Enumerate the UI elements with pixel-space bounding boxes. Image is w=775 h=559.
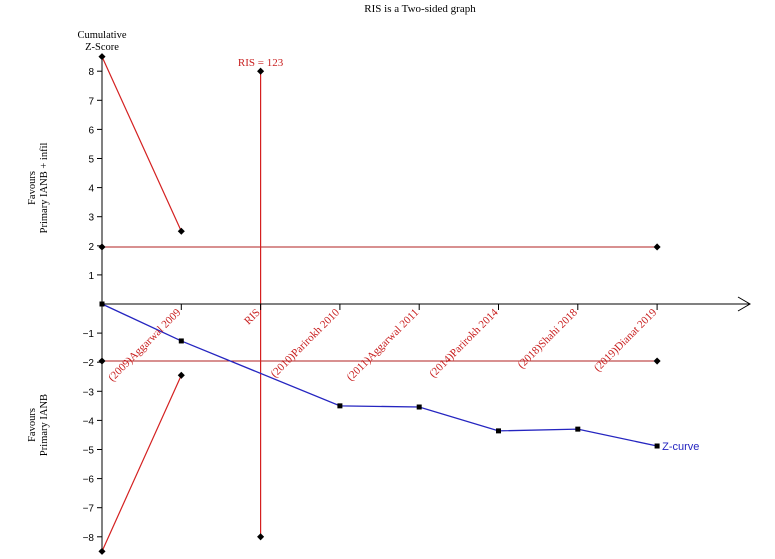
lower-side-label-line-2: Primary IANB <box>39 394 50 456</box>
boundary-marker <box>177 371 185 379</box>
z-curve-line <box>101 303 658 447</box>
z-curve-label: Z-curve <box>662 441 699 453</box>
chart-title: RIS is a Two-sided graph <box>364 3 476 15</box>
z-curve-point <box>654 443 660 449</box>
y-tick-label: −1 <box>83 329 95 340</box>
y-tick-label: 6 <box>88 125 94 136</box>
y-axis-title: Cumulative Z-Score <box>78 30 127 53</box>
upper-monitoring-boundary <box>101 56 182 232</box>
axes-layer: 8 7 6 5 4 3 2 1 −1 −2 −3 −4 −5 −6 −7 −8 <box>83 55 751 552</box>
y-tick-label: −6 <box>83 475 95 486</box>
z-curve-layer <box>99 301 660 449</box>
study-label: (2010)Parirokh 2010 <box>269 306 343 380</box>
y-tick-label: 8 <box>88 67 94 78</box>
ris-marker <box>257 533 265 541</box>
label-layer: RIS = 123 Z-curve (2009)Aggarwal 2009 (2010… <box>106 57 699 453</box>
x-axis-arrow <box>737 296 751 312</box>
z-curve-point <box>575 426 581 432</box>
z-curve-point <box>496 428 501 434</box>
y-tick-label: 5 <box>88 155 94 166</box>
lower-side-label: Favours Primary IANB <box>27 394 50 456</box>
z-curve-point <box>337 403 343 409</box>
y-tick-label: 4 <box>88 184 94 195</box>
boundary-marker <box>653 357 661 365</box>
y-axis-title-line-1: Cumulative <box>78 30 127 41</box>
z-curve-point <box>178 338 184 344</box>
study-label: (2011)Aggarwal 2011 <box>345 307 422 384</box>
study-label: (2009)Aggarwal 2009 <box>106 306 184 384</box>
upper-side-label: Favours Primary IANB + infil <box>27 143 50 234</box>
study-label: (2014)Parirokh 2014 <box>427 306 501 380</box>
ris-marker <box>257 67 265 75</box>
y-tick-label: −5 <box>83 446 95 457</box>
upper-side-label-line-1: Favours <box>27 171 38 205</box>
boundary-layer <box>98 53 661 555</box>
study-label: (2019)Dianat 2019 <box>592 306 660 374</box>
y-tick-label: 1 <box>88 271 94 282</box>
boundary-marker <box>653 243 661 251</box>
z-curve-point <box>99 301 105 307</box>
y-tick-label: −7 <box>83 504 95 515</box>
ris-label: RIS = 123 <box>238 57 284 69</box>
ris-axis-label: RIS <box>242 307 263 328</box>
boundary-marker <box>177 227 185 235</box>
y-axis-title-line-2: Z-Score <box>85 42 119 53</box>
y-tick-label: −2 <box>83 358 95 369</box>
upper-side-label-line-2: Primary IANB + infil <box>39 143 50 234</box>
lower-monitoring-boundary <box>101 375 182 552</box>
y-tick-label: 3 <box>88 213 94 224</box>
y-tick-label: −3 <box>83 387 95 398</box>
y-tick-label: −4 <box>83 416 95 427</box>
y-tick-label: 7 <box>88 96 94 107</box>
lower-side-label-line-1: Favours <box>27 408 38 442</box>
z-curve-point <box>416 404 422 410</box>
y-tick-label: 2 <box>88 242 94 253</box>
y-tick-label: −8 <box>83 533 95 544</box>
